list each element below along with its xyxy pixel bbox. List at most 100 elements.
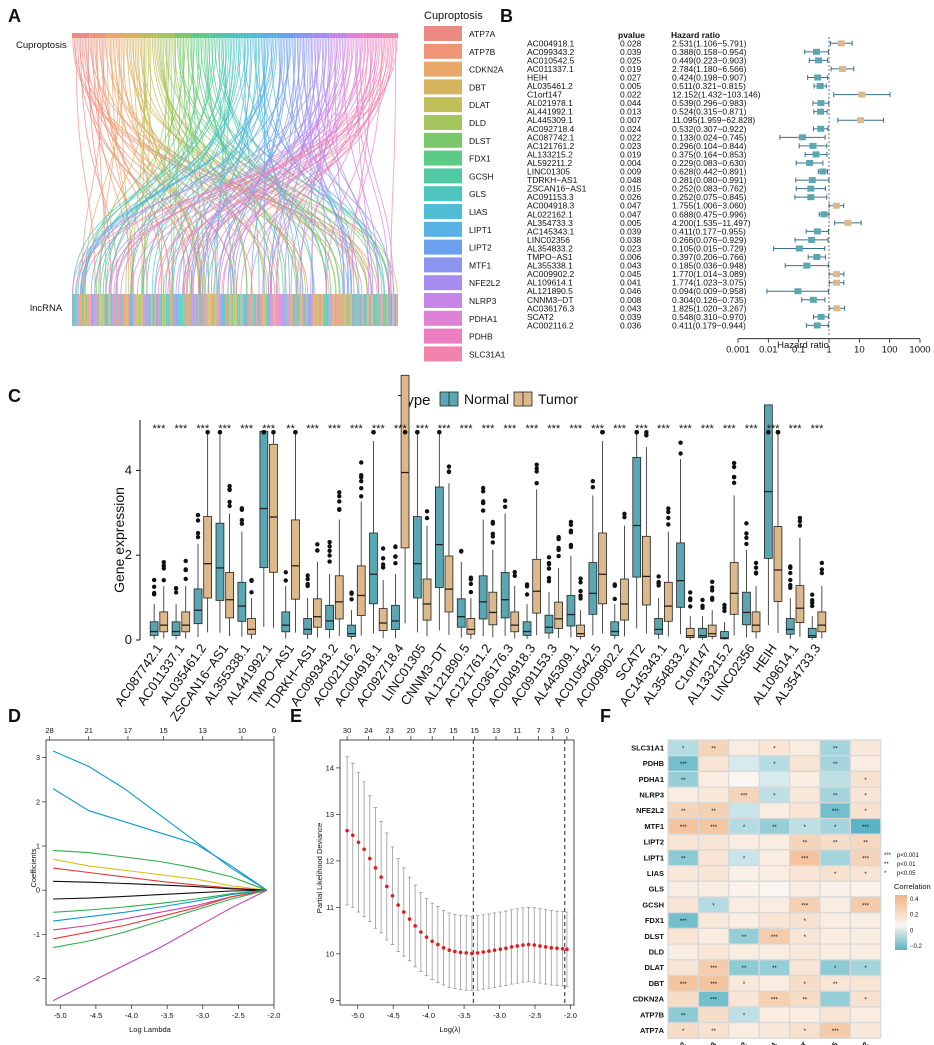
- sankey-flow: [120, 36, 130, 295]
- sankey-target-node: [144, 294, 147, 326]
- box-outlier: [480, 508, 486, 513]
- box-outlier: [744, 521, 749, 526]
- heatmap-row-label: LIPT1: [644, 853, 664, 862]
- sankey-target-node: [313, 294, 316, 326]
- box-outlier: [700, 603, 705, 608]
- forest-row-pvalue: 0.005: [620, 81, 642, 91]
- box-iqr: [500, 572, 510, 619]
- sankey-target-node: [143, 294, 145, 326]
- heatmap-star: ***: [710, 966, 718, 972]
- sankey-flow: [102, 36, 225, 295]
- box-outlier: [349, 597, 354, 602]
- box-iqr: [237, 581, 247, 622]
- box-outlier: [578, 588, 583, 594]
- cv-x-tick-label: -4.0: [422, 1011, 435, 1020]
- heatmap-star: **: [863, 841, 868, 847]
- heatmap-star: **: [742, 935, 747, 941]
- box-iqr: [215, 522, 225, 601]
- cv-point: [402, 910, 406, 914]
- sankey-flow: [106, 36, 134, 295]
- heatmap-cell: [728, 833, 760, 851]
- sankey-source-node: [329, 33, 347, 38]
- heatmap-cell: [728, 802, 760, 820]
- sankey-target-node: [146, 294, 149, 326]
- panel-label-b: B: [500, 6, 513, 26]
- sankey-flow: [128, 36, 279, 295]
- cv-point: [509, 945, 514, 949]
- sankey-target-node: [135, 294, 138, 326]
- box-outlier: [731, 474, 737, 480]
- heatmap-cell: [758, 770, 791, 788]
- sankey-target-node: [361, 294, 364, 326]
- heatmap-cell: [758, 1006, 791, 1024]
- box-outlier: [546, 560, 552, 566]
- forest-header-hr: Hazard ratio: [671, 30, 720, 40]
- heatmap-cell: [758, 943, 791, 961]
- forest-point: [816, 83, 824, 89]
- significance-label: ***: [394, 423, 408, 435]
- sankey-target-node: [254, 294, 257, 326]
- forest-row-name: AL355338.1: [527, 261, 573, 271]
- box-outlier: [459, 548, 464, 554]
- box-outlier: [578, 580, 583, 585]
- box-outlier: [556, 553, 561, 559]
- forest-row-pvalue: 0.047: [620, 201, 642, 211]
- box-outlier: [480, 489, 486, 494]
- forest-row-name: AL109614.1: [527, 278, 573, 288]
- heatmap-legend-title: Correlation: [894, 882, 931, 891]
- lasso-ylabel: Coefficients: [29, 848, 38, 887]
- sankey-target-node: [114, 294, 117, 326]
- significance-label: ***: [328, 423, 342, 435]
- heatmap-star: **: [802, 998, 807, 1004]
- box-outlier: [709, 585, 715, 590]
- box-outlier: [371, 430, 376, 435]
- box-outlier: [490, 521, 496, 526]
- forest-row-hr: 4.200(1.535−11.497): [672, 218, 751, 228]
- box-outlier: [797, 515, 803, 521]
- sankey-target-node: [95, 294, 97, 326]
- box-outlier: [359, 473, 364, 478]
- sankey-target-node: [181, 294, 184, 326]
- box-iqr: [598, 532, 607, 605]
- box-outlier: [239, 517, 245, 523]
- lasso-y-tick-label: 0: [36, 886, 40, 895]
- forest-row-pvalue: 0.007: [620, 115, 642, 125]
- forest-point: [815, 57, 822, 64]
- heatmap-cell: [758, 864, 791, 882]
- forest-row-hr: 0.628(0.442−0.891): [672, 167, 747, 177]
- forest-point: [817, 108, 824, 115]
- heatmap-cell: [819, 896, 851, 914]
- sankey-target-node: [290, 294, 293, 326]
- lasso-y-tick-label: 3: [36, 753, 40, 762]
- cv-y-tick-label: 11: [326, 903, 334, 912]
- box-outlier: [819, 560, 825, 566]
- box-outlier: [797, 519, 803, 524]
- forest-row-pvalue: 0.022: [620, 132, 642, 142]
- cv-point: [447, 948, 452, 952]
- sankey-target-node: [263, 294, 266, 326]
- sankey-target-node: [169, 294, 172, 326]
- box-iqr: [610, 621, 620, 636]
- sankey-flow: [115, 36, 277, 295]
- heatmap-cell: [819, 943, 851, 961]
- sankey-flow: [76, 36, 233, 295]
- box-iqr: [698, 627, 707, 638]
- forest-row-name: ZSCAN16−AS1: [527, 184, 587, 194]
- heatmap-cell: [788, 739, 821, 757]
- significance-label: ***: [547, 423, 561, 435]
- box-iqr: [303, 618, 313, 635]
- box-iqr: [554, 601, 564, 629]
- significance-label: ***: [218, 423, 232, 435]
- heatmap-star: *: [773, 794, 776, 800]
- sankey-flow: [317, 36, 327, 295]
- heatmap-col-label: AL441992.1: [748, 1040, 779, 1045]
- box-outlier: [415, 430, 420, 435]
- box-outlier: [437, 430, 442, 435]
- heatmap-col-label: LINC01305: [810, 1040, 839, 1045]
- forest-point: [837, 40, 845, 47]
- sankey-target-node: [108, 294, 111, 326]
- heatmap-star: *: [834, 966, 837, 972]
- sankey-source-node: [140, 33, 158, 38]
- forest-row-pvalue: 0.047: [620, 209, 642, 219]
- sankey-target-node: [321, 294, 324, 326]
